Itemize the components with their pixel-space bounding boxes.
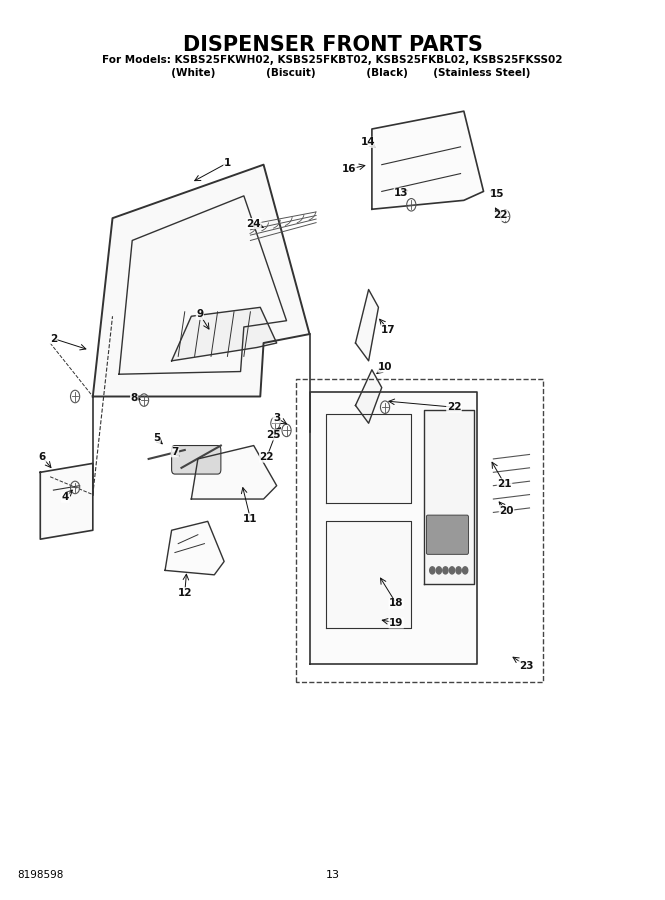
Text: 22: 22 [447,402,462,412]
Text: 22: 22 [493,211,507,220]
Circle shape [450,567,455,574]
Text: 18: 18 [389,598,404,608]
Text: 15: 15 [489,189,504,199]
Text: 8: 8 [130,393,138,403]
Polygon shape [326,414,411,503]
Text: 13: 13 [325,869,340,880]
Text: 19: 19 [389,618,404,628]
Text: 16: 16 [342,164,356,174]
Text: 14: 14 [361,138,376,148]
Polygon shape [356,290,378,361]
FancyBboxPatch shape [172,446,221,474]
Circle shape [463,567,467,574]
Text: 20: 20 [499,506,514,516]
Circle shape [430,567,435,574]
Text: 7: 7 [171,446,179,457]
Text: 8198598: 8198598 [17,869,64,880]
Text: 22: 22 [259,452,274,462]
FancyBboxPatch shape [426,515,468,554]
Polygon shape [165,521,224,575]
Text: 25: 25 [266,430,281,440]
Text: 13: 13 [394,188,409,198]
Text: 9: 9 [196,310,203,320]
Circle shape [456,567,462,574]
Polygon shape [356,370,382,423]
Text: 11: 11 [243,514,257,524]
Text: (White)              (Biscuit)              (Black)       (Stainless Steel): (White) (Biscuit) (Black) (Stainless Ste… [135,68,530,78]
Text: 21: 21 [497,479,512,489]
Text: 6: 6 [39,452,46,462]
Polygon shape [309,392,477,664]
Text: 3: 3 [273,413,281,423]
Polygon shape [172,307,277,361]
Polygon shape [326,521,411,628]
Polygon shape [372,112,483,210]
Text: 12: 12 [178,588,192,598]
Text: 24: 24 [247,219,261,229]
Text: 4: 4 [62,492,69,502]
Circle shape [443,567,448,574]
Text: 10: 10 [378,362,392,372]
Text: 2: 2 [50,334,57,344]
Text: 1: 1 [224,158,231,168]
Polygon shape [192,446,277,499]
Polygon shape [424,410,473,584]
Text: 23: 23 [519,661,533,670]
Circle shape [436,567,442,574]
Text: For Models: KSBS25FKWH02, KSBS25FKBT02, KSBS25FKBL02, KSBS25FKSS02: For Models: KSBS25FKWH02, KSBS25FKBT02, … [102,55,563,65]
Text: 5: 5 [153,434,160,444]
Polygon shape [41,464,93,539]
Text: 17: 17 [381,325,396,335]
Polygon shape [93,165,309,397]
Text: DISPENSER FRONT PARTS: DISPENSER FRONT PARTS [183,35,482,56]
